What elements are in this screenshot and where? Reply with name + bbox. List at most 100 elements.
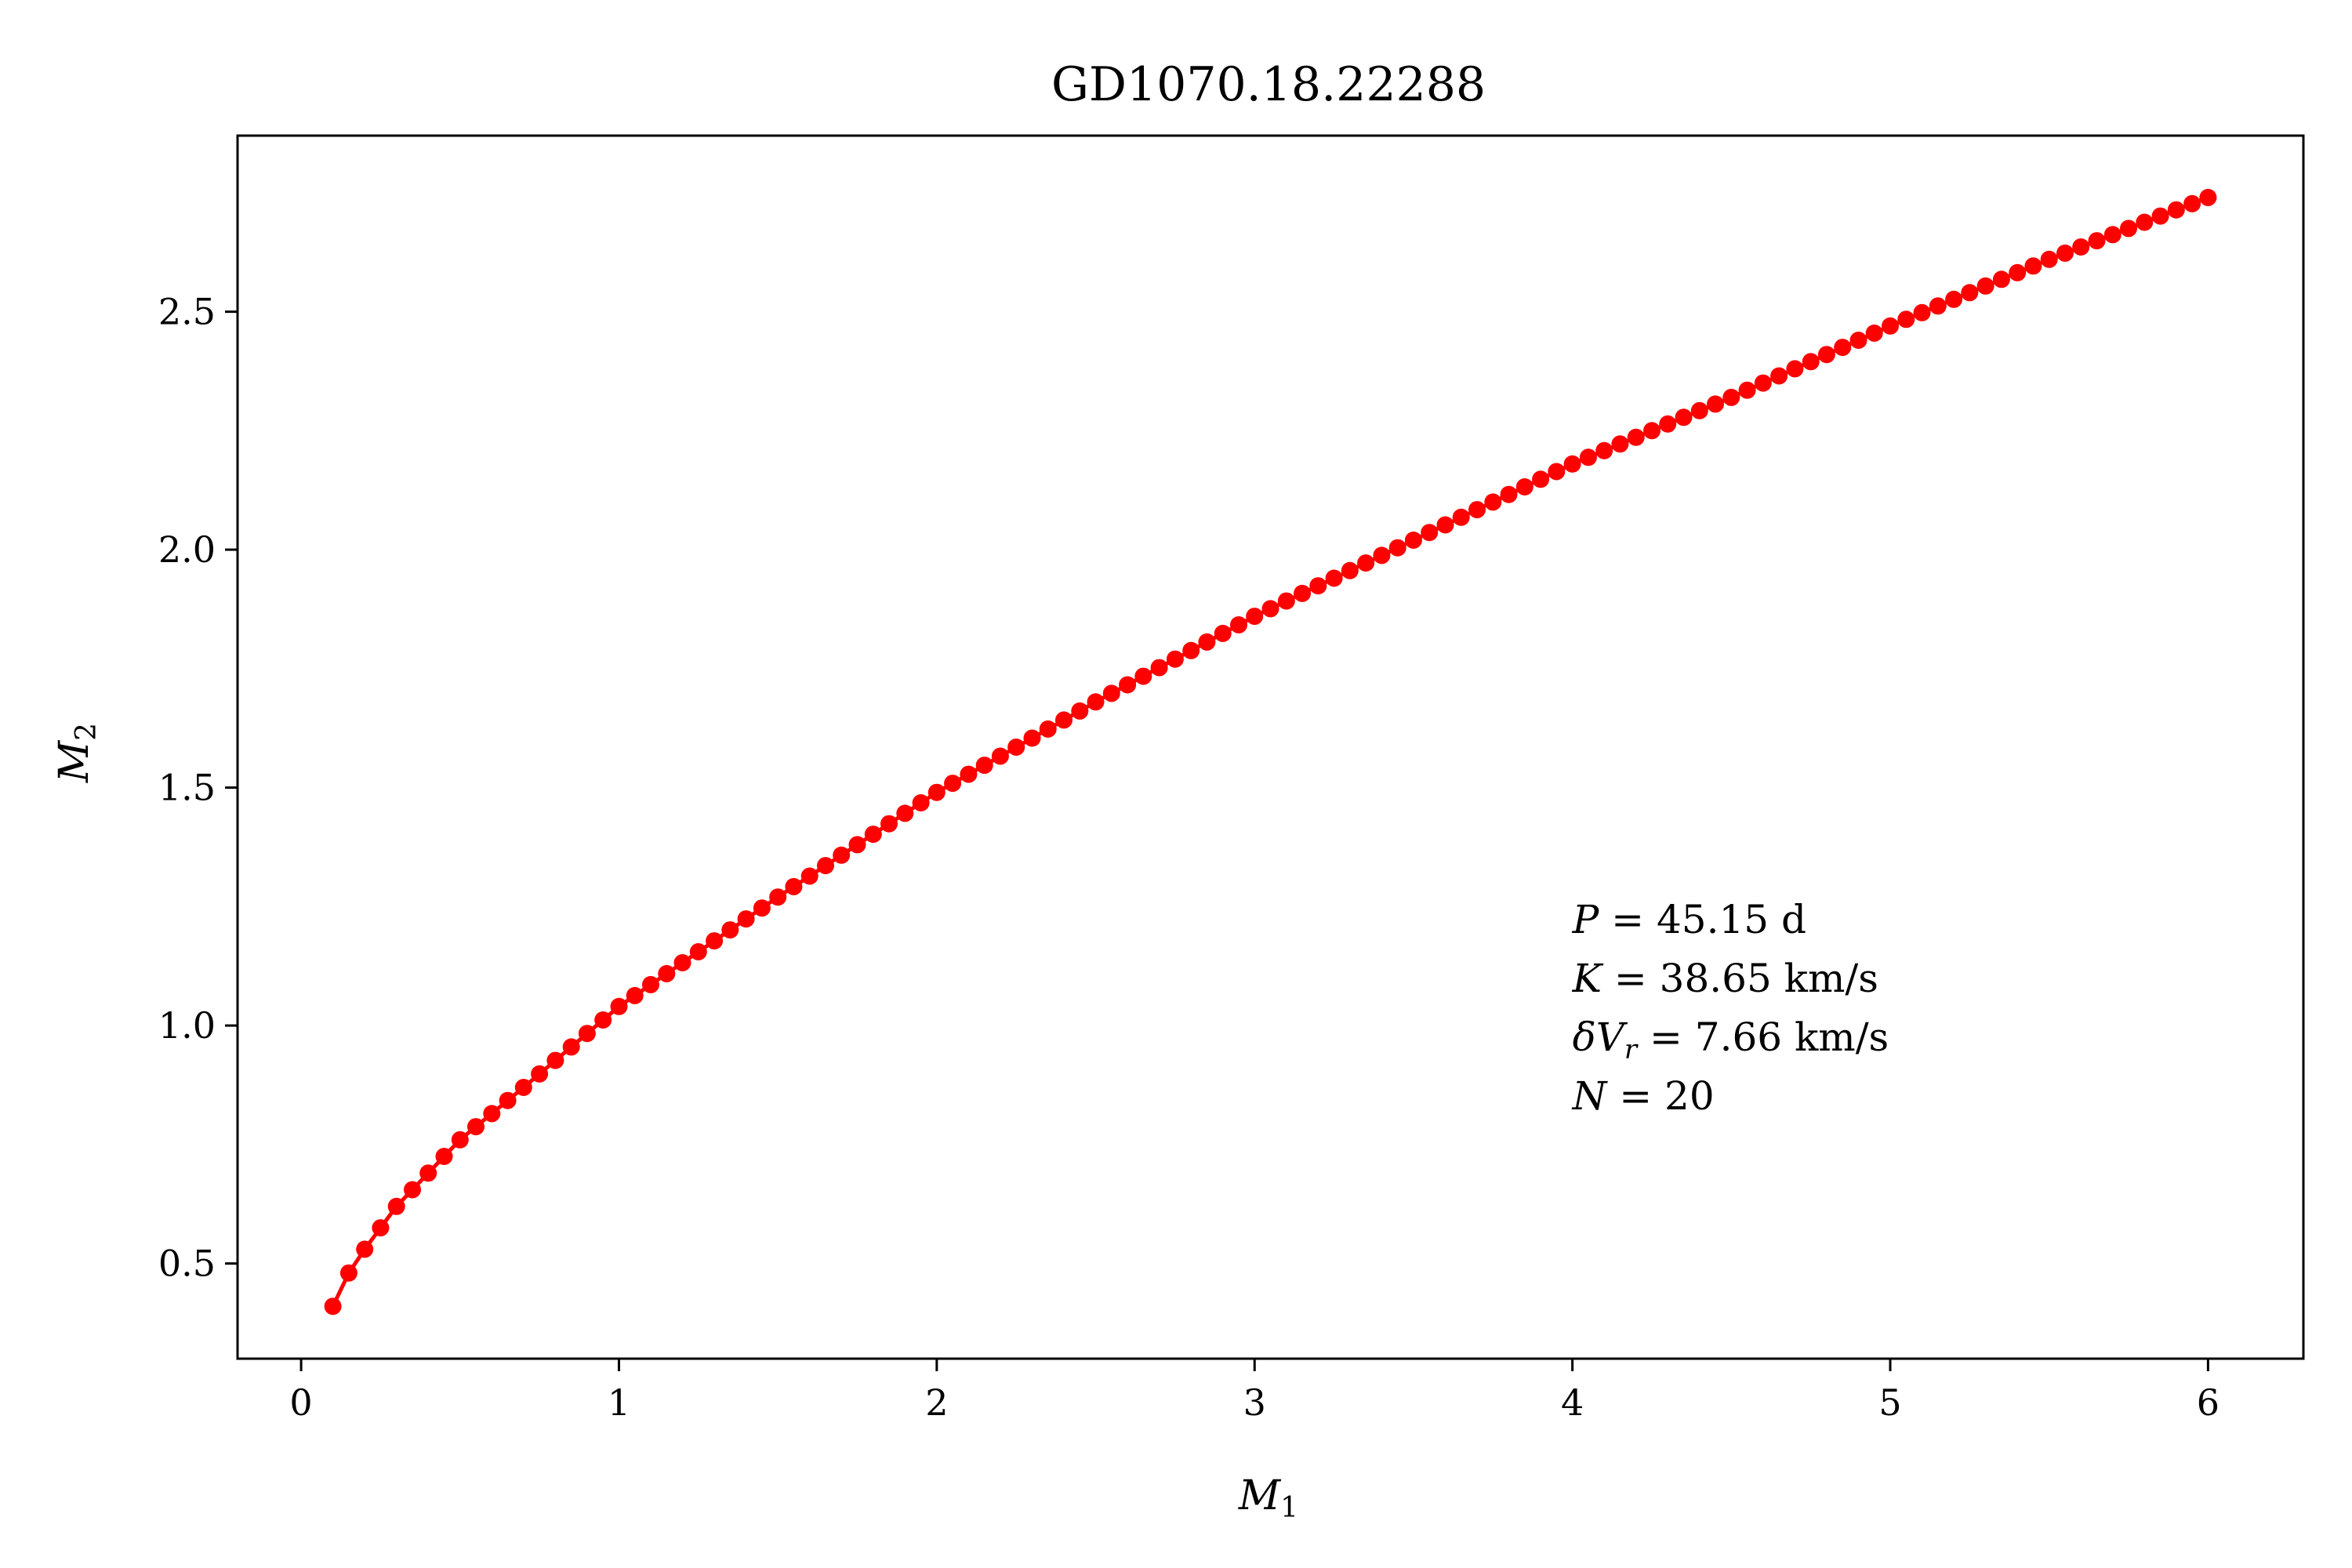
data-point <box>531 1065 549 1083</box>
data-point <box>2056 244 2074 262</box>
data-point <box>594 1011 612 1029</box>
data-point <box>1102 684 1120 702</box>
data-point <box>1294 584 1311 602</box>
data-point <box>737 910 755 928</box>
data-point <box>1373 546 1391 564</box>
data-point <box>1023 729 1041 747</box>
data-point <box>2120 220 2137 238</box>
data-point <box>1754 374 1772 392</box>
data-point <box>927 783 946 801</box>
data-point <box>1134 667 1152 685</box>
data-point <box>578 1025 596 1043</box>
data-point <box>467 1118 485 1136</box>
data-point <box>419 1164 437 1182</box>
data-point <box>1913 303 1931 321</box>
data-point <box>546 1051 564 1069</box>
data-point <box>1786 360 1804 378</box>
y-axis-label-main: M <box>51 739 98 783</box>
annotation-line: K = 38.65 km/s <box>1572 956 1878 1001</box>
data-point <box>2024 257 2042 275</box>
annotation-value: = 45.15 d <box>1599 897 1806 942</box>
y-axis-label: M2 <box>51 723 103 783</box>
x-tick-label: 1 <box>608 1381 630 1424</box>
data-point <box>880 815 898 833</box>
data-point <box>1643 422 1661 440</box>
data-point <box>1579 448 1597 466</box>
data-point <box>785 877 803 895</box>
data-point <box>2199 188 2217 206</box>
data-point <box>1055 711 1073 729</box>
data-point <box>2103 226 2122 244</box>
annotation-variable: P <box>1572 897 1600 942</box>
data-point <box>2183 194 2201 212</box>
data-point <box>610 997 628 1015</box>
data-point <box>2009 263 2027 281</box>
data-point <box>706 932 724 950</box>
data-point <box>1198 633 1216 651</box>
data-point <box>848 836 866 854</box>
plot-frame <box>236 134 2305 1360</box>
data-point <box>864 826 882 844</box>
data-point <box>721 921 739 939</box>
data-point <box>562 1038 580 1056</box>
data-point <box>1515 478 1534 495</box>
data-point <box>1500 485 1518 503</box>
data-point <box>1214 624 1232 642</box>
data-point <box>1452 508 1470 526</box>
data-point <box>2040 250 2058 268</box>
data-point <box>372 1219 390 1237</box>
data-point <box>1834 339 1852 357</box>
data-point <box>1246 608 1264 626</box>
data-point <box>1277 592 1295 610</box>
data-point <box>1675 408 1693 426</box>
annotation-variable: K <box>1572 956 1604 1001</box>
data-point <box>1309 577 1327 595</box>
data-point <box>1388 539 1406 557</box>
data-point <box>1119 676 1137 694</box>
data-point <box>1722 388 1740 406</box>
data-point <box>1532 470 1550 488</box>
data-point <box>1865 324 1883 342</box>
data-point <box>991 747 1009 765</box>
data-point <box>1627 428 1645 446</box>
data-point <box>912 794 930 811</box>
data-point <box>1738 381 1756 399</box>
data-point <box>1802 353 1820 371</box>
data-point <box>626 986 644 1004</box>
data-point <box>944 775 962 793</box>
data-point <box>1897 310 1915 328</box>
data-point <box>435 1148 453 1165</box>
data-point <box>324 1298 342 1316</box>
data-point <box>2167 201 2185 219</box>
data-point <box>1659 415 1677 433</box>
data-point <box>817 857 834 875</box>
x-axis: 0 1 2 3 4 5 6 <box>289 1359 2220 1424</box>
x-tick-label: 2 <box>925 1381 948 1424</box>
x-tick-label: 0 <box>289 1381 312 1424</box>
data-point <box>451 1131 469 1149</box>
data-point <box>1261 600 1279 618</box>
data-point <box>1849 332 1867 349</box>
data-point <box>1182 641 1200 659</box>
data-point <box>1595 441 1613 459</box>
data-point <box>1150 659 1168 677</box>
data-point <box>1341 561 1359 579</box>
x-tick-label: 3 <box>1243 1381 1266 1424</box>
data-point <box>833 846 851 864</box>
data-point <box>339 1264 358 1282</box>
chart-title: GD1070.18.22288 <box>1051 57 1486 112</box>
data-point <box>356 1240 374 1258</box>
annotation-value: = 20 <box>1606 1073 1714 1119</box>
data-point <box>404 1181 421 1199</box>
data-point <box>1548 463 1566 481</box>
data-point <box>1882 317 1899 335</box>
x-axis-label: M1 <box>1238 1472 1298 1524</box>
data-point <box>1039 720 1057 738</box>
data-point <box>753 899 771 917</box>
data-point <box>960 765 978 783</box>
plot-area <box>324 188 2217 1316</box>
data-point <box>1404 532 1422 549</box>
y-tick-label: 2.0 <box>158 528 216 571</box>
x-tick-label: 4 <box>1561 1381 1584 1424</box>
